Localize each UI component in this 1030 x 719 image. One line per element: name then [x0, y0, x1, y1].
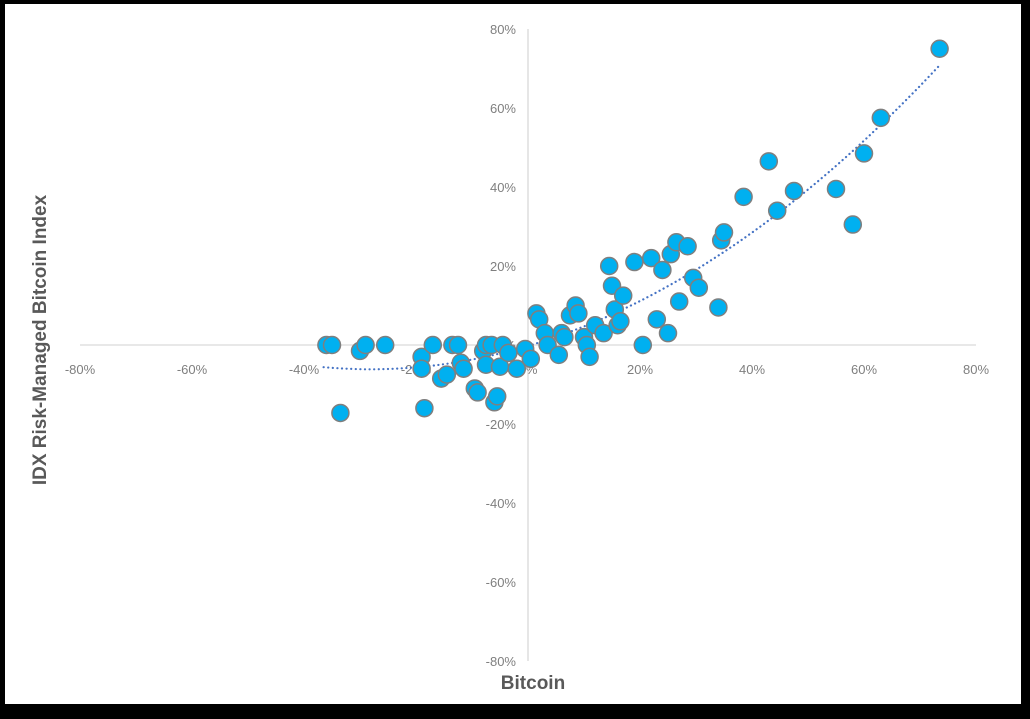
- y-tick-label: 40%: [490, 180, 516, 195]
- chart-frame: -80%-60%-40%-20%0%20%40%60%80%80%60%40%2…: [5, 4, 1021, 704]
- data-point: [375, 335, 395, 355]
- y-tick-label: 20%: [490, 259, 516, 274]
- x-tick-label: 80%: [963, 362, 989, 377]
- data-point: [678, 237, 697, 256]
- data-point: [594, 323, 613, 343]
- data-point: [331, 403, 350, 423]
- data-point: [784, 181, 804, 201]
- scatter-plot: -80%-60%-40%-20%0%20%40%60%80%80%60%40%2…: [65, 22, 990, 669]
- data-point: [580, 347, 599, 367]
- data-point: [454, 359, 473, 378]
- x-tick-label: -40%: [289, 362, 320, 377]
- data-point: [521, 349, 541, 369]
- y-tick-label: -40%: [486, 496, 517, 511]
- data-point: [734, 187, 753, 207]
- data-point: [611, 312, 630, 331]
- x-tick-label: -60%: [177, 362, 208, 377]
- data-point: [507, 359, 527, 378]
- data-point: [423, 335, 443, 355]
- data-point: [437, 365, 457, 384]
- data-point: [356, 335, 375, 355]
- data-point: [599, 256, 619, 276]
- y-axis-title: IDX Risk-Managed Bitcoin Index: [30, 194, 51, 486]
- data-point: [641, 248, 661, 268]
- y-tick-label: 80%: [490, 22, 516, 37]
- data-point: [549, 345, 569, 365]
- data-point: [767, 201, 787, 220]
- data-point: [658, 323, 678, 343]
- x-tick-label: 40%: [739, 362, 765, 377]
- data-point: [499, 343, 518, 363]
- y-tick-label: -60%: [486, 575, 517, 590]
- data-point: [448, 335, 468, 355]
- x-tick-label: 20%: [627, 362, 653, 377]
- y-tick-label: 60%: [490, 101, 516, 116]
- data-point: [487, 387, 507, 406]
- data-point: [569, 304, 588, 323]
- data-point: [930, 39, 949, 58]
- data-point: [633, 335, 653, 355]
- data-point: [625, 252, 644, 272]
- data-point: [759, 152, 779, 171]
- data-point: [412, 359, 431, 378]
- data-point: [468, 383, 487, 402]
- y-tick-label: -20%: [486, 417, 517, 432]
- data-point: [647, 310, 667, 329]
- data-point: [322, 335, 342, 355]
- data-point: [709, 298, 728, 317]
- data-point: [613, 286, 633, 305]
- x-tick-label: -80%: [65, 362, 96, 377]
- x-tick-label: 60%: [851, 362, 877, 377]
- data-point: [669, 292, 689, 311]
- data-point: [415, 398, 434, 418]
- x-axis-title: Bitcoin: [500, 673, 566, 694]
- data-point: [854, 144, 874, 163]
- data-point: [843, 215, 863, 234]
- trendline: [322, 64, 941, 371]
- data-point: [555, 327, 574, 347]
- data-point: [871, 108, 891, 128]
- data-point: [689, 278, 709, 297]
- data-point: [653, 260, 672, 280]
- y-tick-label: -80%: [486, 654, 517, 669]
- data-point: [826, 179, 846, 199]
- data-point: [714, 223, 734, 242]
